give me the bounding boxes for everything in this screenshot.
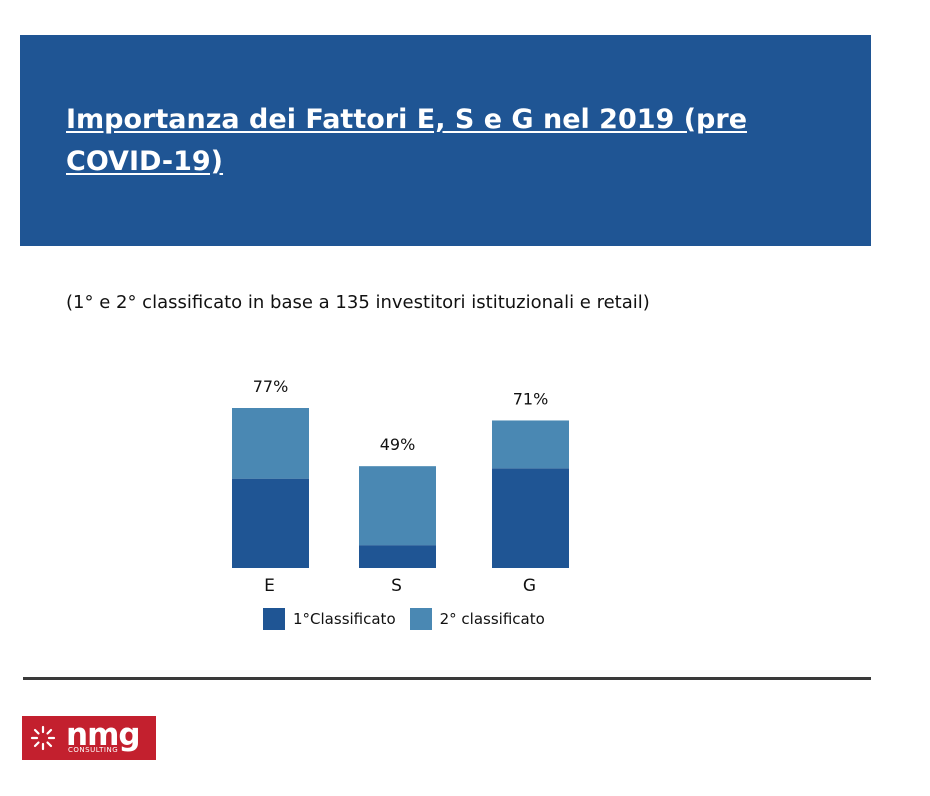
sunburst-icon bbox=[30, 725, 56, 751]
category-label-S: S bbox=[391, 576, 402, 596]
category-label-E: E bbox=[264, 576, 275, 596]
logo-subtext: CONSULTING bbox=[68, 746, 119, 754]
legend-label-second: 2° classificato bbox=[439, 610, 545, 628]
bar-E-series-1 bbox=[232, 478, 309, 568]
title-banner: Importanza dei Fattori E, S e G nel 2019… bbox=[20, 35, 871, 246]
bar-S-series-1 bbox=[359, 545, 436, 568]
legend-swatch-first bbox=[263, 608, 285, 630]
data-label-S: 49% bbox=[380, 435, 416, 454]
bar-G-series-2 bbox=[492, 420, 569, 469]
company-logo: nmg CONSULTING bbox=[22, 716, 156, 760]
bar-G-series-1 bbox=[492, 468, 569, 568]
chart-subtitle: (1° e 2° classificato in base a 135 inve… bbox=[66, 292, 650, 313]
chart-legend: 1°Classificato 2° classificato bbox=[263, 608, 559, 630]
legend-item-first: 1°Classificato bbox=[263, 608, 396, 630]
bar-S-series-2 bbox=[359, 466, 436, 546]
data-label-E: 77% bbox=[253, 377, 289, 396]
bar-E-series-2 bbox=[232, 408, 309, 479]
legend-label-first: 1°Classificato bbox=[293, 610, 396, 628]
category-label-G: G bbox=[523, 576, 536, 596]
data-label-G: 71% bbox=[513, 389, 549, 408]
page-title: Importanza dei Fattori E, S e G nel 2019… bbox=[66, 104, 748, 177]
logo-wordmark: nmg bbox=[66, 717, 141, 753]
footer-divider bbox=[23, 677, 871, 680]
legend-swatch-second bbox=[409, 608, 432, 630]
legend-item-second: 2° classificato bbox=[409, 608, 545, 630]
